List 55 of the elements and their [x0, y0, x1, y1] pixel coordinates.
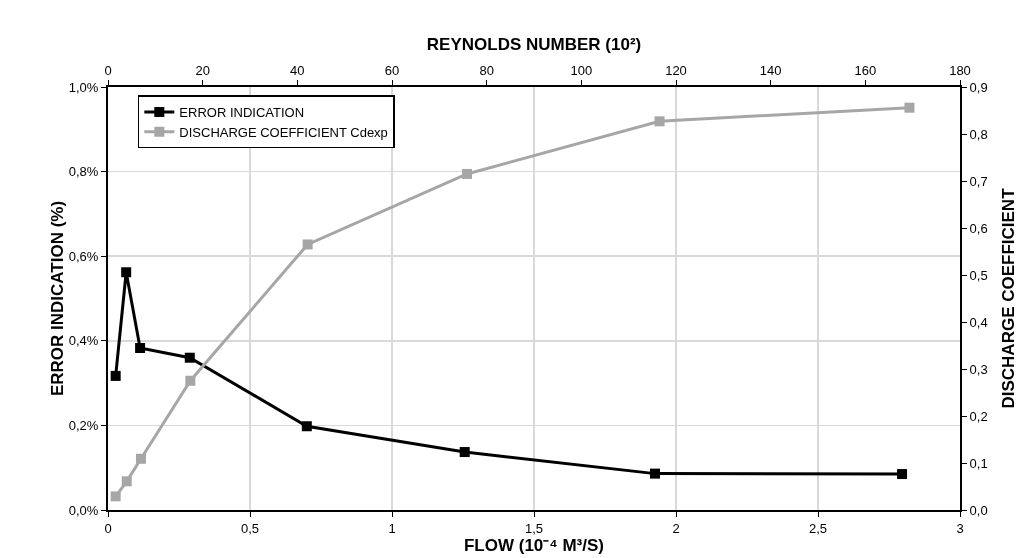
y-tick-label: 0,0%: [68, 502, 99, 518]
x2-tick-label: 40: [290, 62, 305, 78]
point: [302, 239, 313, 250]
y2-tick-label: 0,4: [969, 314, 988, 330]
point: [459, 447, 470, 458]
point: [121, 476, 132, 487]
y-tick-label: 0,8%: [68, 164, 99, 180]
legend-label: ERROR INDICATION: [179, 104, 305, 120]
x-tick-label: 0: [104, 520, 112, 536]
point: [121, 267, 132, 278]
y2-tick-label: 0,6: [969, 220, 988, 236]
point: [461, 168, 472, 179]
x2-axis-title: REYNOLDS NUMBER (10²): [426, 34, 642, 54]
x-tick-label: 2,5: [808, 520, 828, 536]
point: [110, 370, 121, 381]
y2-tick-label: 0,0: [969, 502, 988, 518]
y2-axis-title: DISCHARGE COEFFICIENT: [998, 187, 1018, 409]
point: [135, 453, 146, 464]
x2-tick-label: 120: [665, 62, 687, 78]
point: [185, 375, 196, 386]
x2-tick-label: 20: [195, 62, 210, 78]
y-axis-title: ERROR INDICATION (%): [47, 200, 67, 397]
point: [654, 116, 665, 127]
x-tick-label: 0,5: [240, 520, 260, 536]
x2-tick-label: 140: [759, 62, 782, 78]
y-tick-label: 0,4%: [68, 333, 99, 349]
x-axis-title: FLOW (10⁻⁴ M³/S): [463, 535, 605, 555]
y2-tick-label: 0,9: [969, 79, 988, 95]
x2-tick-label: 180: [949, 62, 971, 78]
point: [301, 421, 312, 432]
y-tick-label: 0,2%: [68, 417, 99, 433]
y-tick-label: 1,0%: [68, 79, 99, 95]
x2-tick-label: 160: [854, 62, 877, 78]
y2-tick-label: 0,2: [969, 408, 988, 424]
x2-tick-label: 80: [479, 62, 494, 78]
x-tick-label: 1,5: [524, 520, 544, 536]
x2-tick-label: 0: [104, 62, 112, 78]
point: [110, 491, 121, 502]
x2-tick-label: 100: [570, 62, 593, 78]
y2-tick-label: 0,5: [969, 267, 988, 283]
point: [184, 352, 195, 363]
y2-tick-label: 0,8: [969, 126, 988, 142]
x-tick-label: 2: [672, 520, 680, 536]
x-tick-label: 1: [388, 520, 396, 536]
point: [897, 469, 908, 480]
x2-tick-label: 60: [384, 62, 400, 78]
y2-tick-label: 0,3: [969, 361, 988, 377]
point: [904, 102, 915, 113]
y2-tick-label: 0,7: [969, 173, 988, 189]
y-tick-label: 0,6%: [68, 248, 99, 264]
y2-tick-label: 0,1: [969, 455, 988, 471]
legend-label: DISCHARGE COEFFICIENT Cdexp: [179, 124, 388, 140]
point: [135, 342, 146, 353]
point: [649, 468, 660, 479]
x-tick-label: 3: [956, 520, 964, 536]
